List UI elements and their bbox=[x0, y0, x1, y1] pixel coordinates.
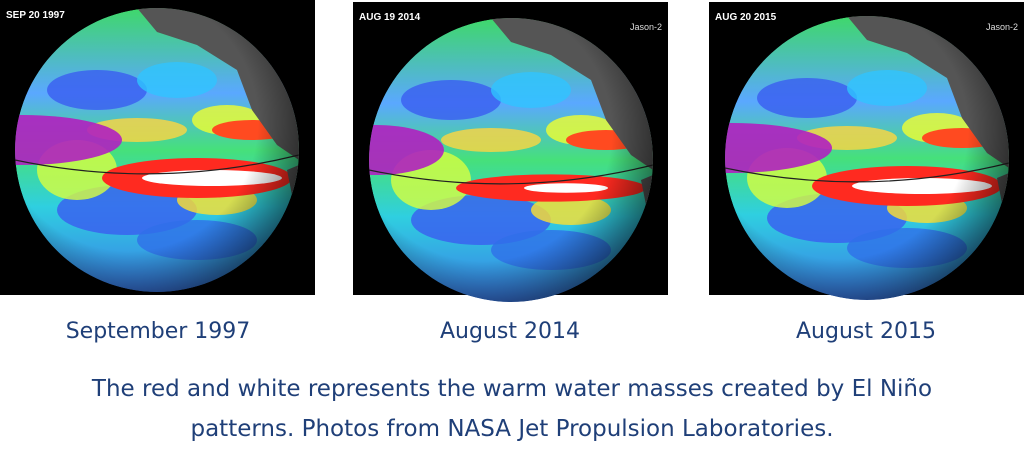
date-stamp: SEP 20 1997 bbox=[6, 10, 65, 21]
globe-shade bbox=[725, 16, 1009, 300]
globe bbox=[725, 16, 1009, 300]
globe-shade bbox=[369, 18, 653, 302]
satellite-label: Jason-2 bbox=[630, 22, 662, 32]
panel-caption: August 2015 bbox=[796, 319, 936, 344]
panel-caption: September 1997 bbox=[66, 319, 251, 344]
panel-caption: August 2014 bbox=[440, 319, 580, 344]
globe bbox=[15, 8, 299, 292]
date-stamp: AUG 20 2015 bbox=[715, 12, 777, 23]
description-line: patterns. Photos from NASA Jet Propulsio… bbox=[190, 416, 833, 442]
satellite-label: Jason-2 bbox=[986, 22, 1018, 32]
date-stamp: AUG 19 2014 bbox=[359, 12, 421, 23]
globe-shade bbox=[15, 8, 299, 292]
globe bbox=[369, 18, 653, 302]
description-line: The red and white represents the warm wa… bbox=[91, 376, 932, 402]
